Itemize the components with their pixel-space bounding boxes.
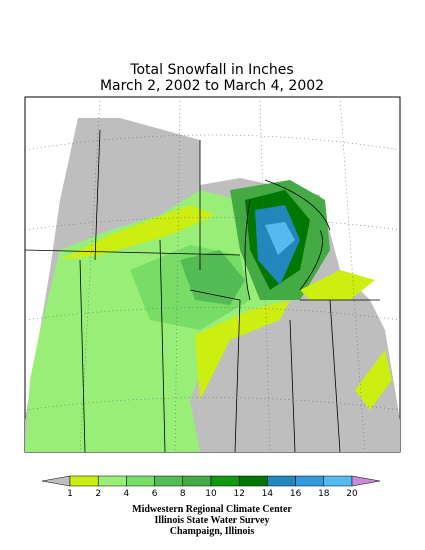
colorbar-high: [351, 475, 381, 487]
colorbar-box: [210, 475, 240, 487]
colorbar-label: 10: [205, 489, 217, 499]
credit: Midwestern Regional Climate Center: [132, 504, 292, 515]
state-borders: [24, 129, 380, 453]
colorbar: 1 2 4 6 8 10 12 14 16 18 20: [41, 475, 381, 499]
colorbar-box: [126, 475, 155, 487]
colorbar-label: 18: [318, 489, 330, 499]
colorbar-label: 16: [290, 489, 302, 499]
colorbar-label: 12: [233, 489, 244, 499]
snow-area: [300, 270, 375, 300]
snow-area: [265, 222, 295, 255]
colorbar-box: [154, 475, 184, 487]
colorbar-box: [238, 475, 268, 487]
snow-area: [60, 205, 215, 260]
colorbar-box: [267, 475, 296, 487]
colorbar-label: 14: [262, 489, 274, 499]
credit: Champaign, Illinois: [170, 526, 255, 537]
colorbar-label: 20: [346, 489, 358, 499]
snow-area: [355, 350, 392, 410]
colorbar-box: [69, 475, 99, 487]
colorbar-label: 2: [95, 489, 101, 499]
colorbar-label: 8: [180, 489, 186, 499]
colorbar-box: [97, 475, 127, 487]
colorbar-box: [295, 475, 325, 487]
title-line: March 2, 2002 to March 4, 2002: [100, 78, 324, 94]
credit: Illinois State Water Survey: [155, 515, 270, 526]
map: [24, 96, 401, 453]
colorbar-label: 4: [124, 489, 130, 499]
colorbar-low: [41, 475, 71, 487]
colorbar-box: [323, 475, 353, 487]
title-line: Total Snowfall in Inches: [129, 62, 293, 78]
colorbar-box: [182, 475, 212, 487]
colorbar-label: 6: [152, 489, 158, 499]
colorbar-label: 1: [67, 489, 73, 499]
